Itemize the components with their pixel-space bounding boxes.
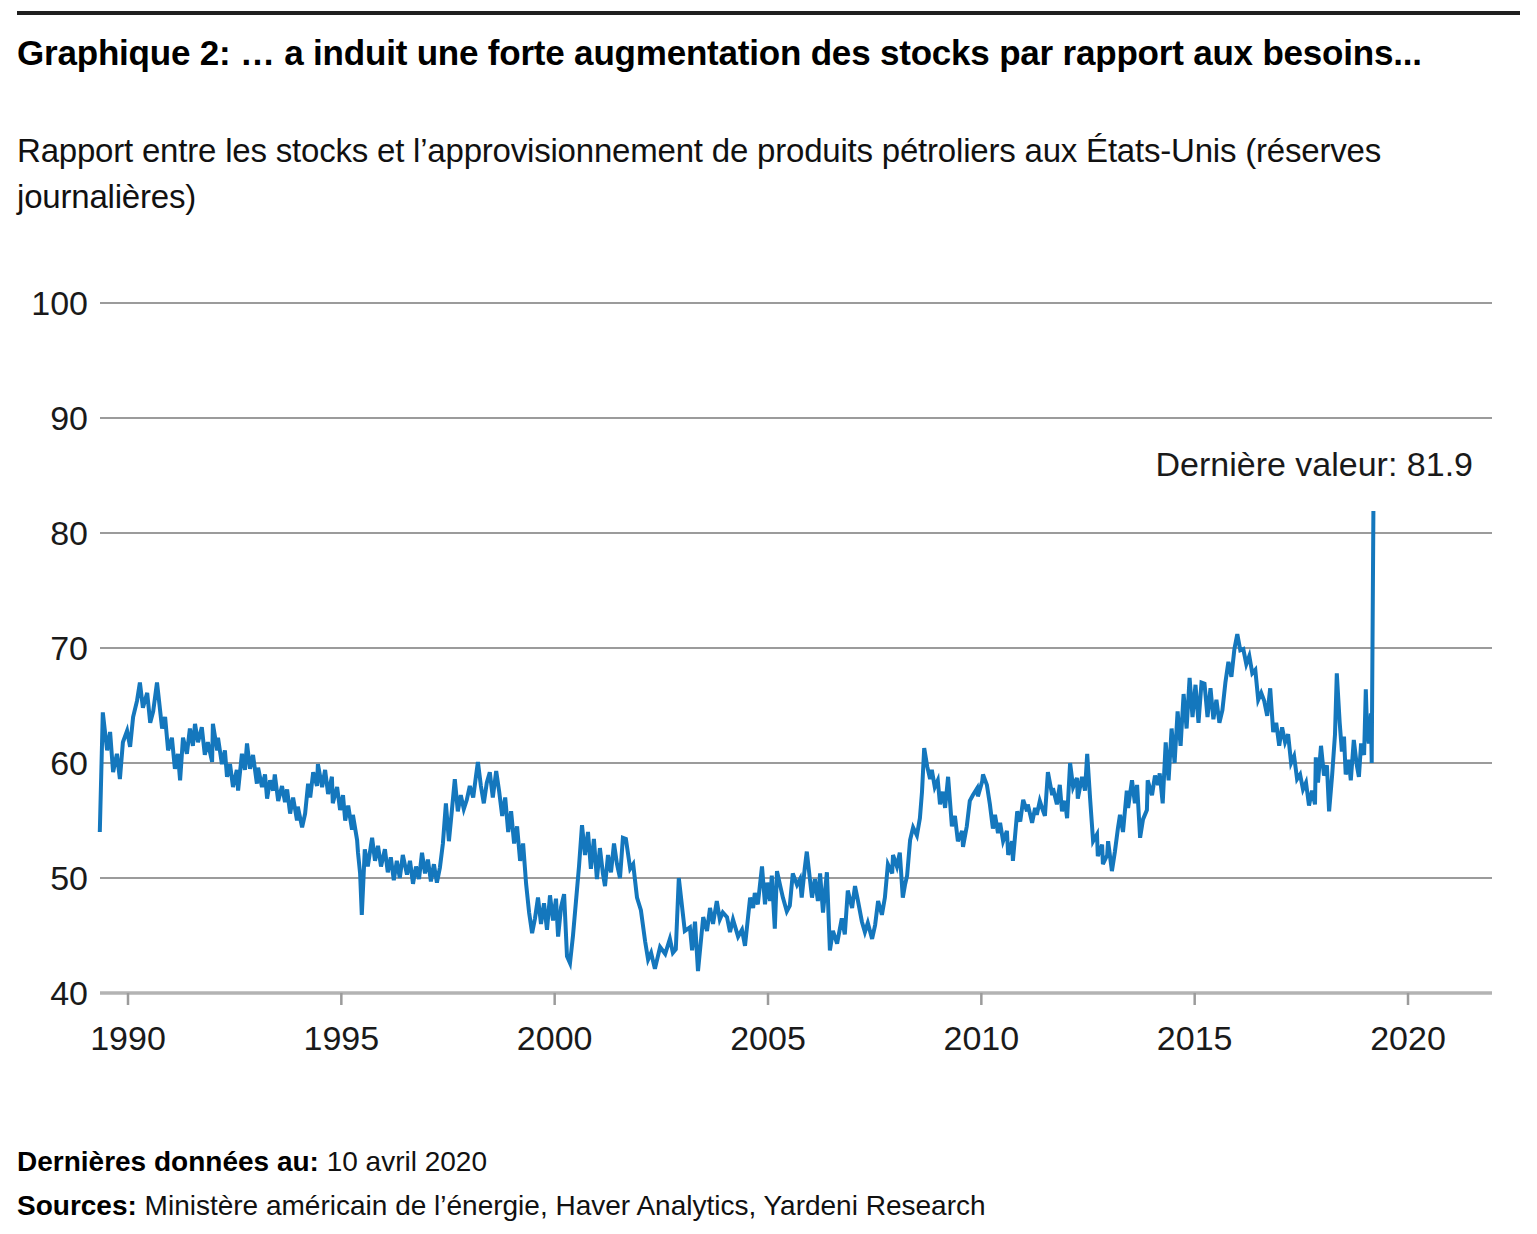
x-tick-label: 1990 [90, 1019, 166, 1057]
last-data-line: Dernières données au: 10 avril 2020 [17, 1140, 986, 1184]
last-value-annotation: Dernière valeur: 81.9 [1155, 445, 1473, 483]
sources-label: Sources: [17, 1190, 137, 1221]
x-tick-label: 2015 [1157, 1019, 1233, 1057]
y-tick-label: 70 [50, 629, 88, 667]
last-data-value: 10 avril 2020 [319, 1146, 487, 1177]
y-tick-label: 100 [31, 284, 88, 322]
x-axis-labels: 1990 1995 2000 2005 2010 2015 2020 [90, 1019, 1446, 1057]
sources-value: Ministère américain de l’énergie, Haver … [137, 1190, 986, 1221]
y-axis-labels: 100 90 80 70 60 50 40 [31, 284, 88, 1012]
y-tick-label: 80 [50, 514, 88, 552]
y-tick-label: 40 [50, 974, 88, 1012]
x-tick-label: 2000 [517, 1019, 593, 1057]
y-tick-label: 90 [50, 399, 88, 437]
report-page: Graphique 2: … a induit une forte augmen… [0, 0, 1537, 1234]
y-tick-label: 60 [50, 744, 88, 782]
last-data-label: Dernières données au: [17, 1146, 319, 1177]
chart-footer: Dernières données au: 10 avril 2020 Sour… [17, 1140, 986, 1228]
y-tick-label: 50 [50, 859, 88, 897]
data-line [100, 511, 1374, 971]
x-axis-ticks [128, 993, 1408, 1005]
x-tick-label: 2020 [1370, 1019, 1446, 1057]
x-tick-label: 2005 [730, 1019, 806, 1057]
x-tick-label: 1995 [304, 1019, 380, 1057]
sources-line: Sources: Ministère américain de l’énergi… [17, 1184, 986, 1228]
x-tick-label: 2010 [944, 1019, 1020, 1057]
line-chart: 100 90 80 70 60 50 40 1990 1995 2000 2005 2010 2015… [0, 0, 1537, 1234]
